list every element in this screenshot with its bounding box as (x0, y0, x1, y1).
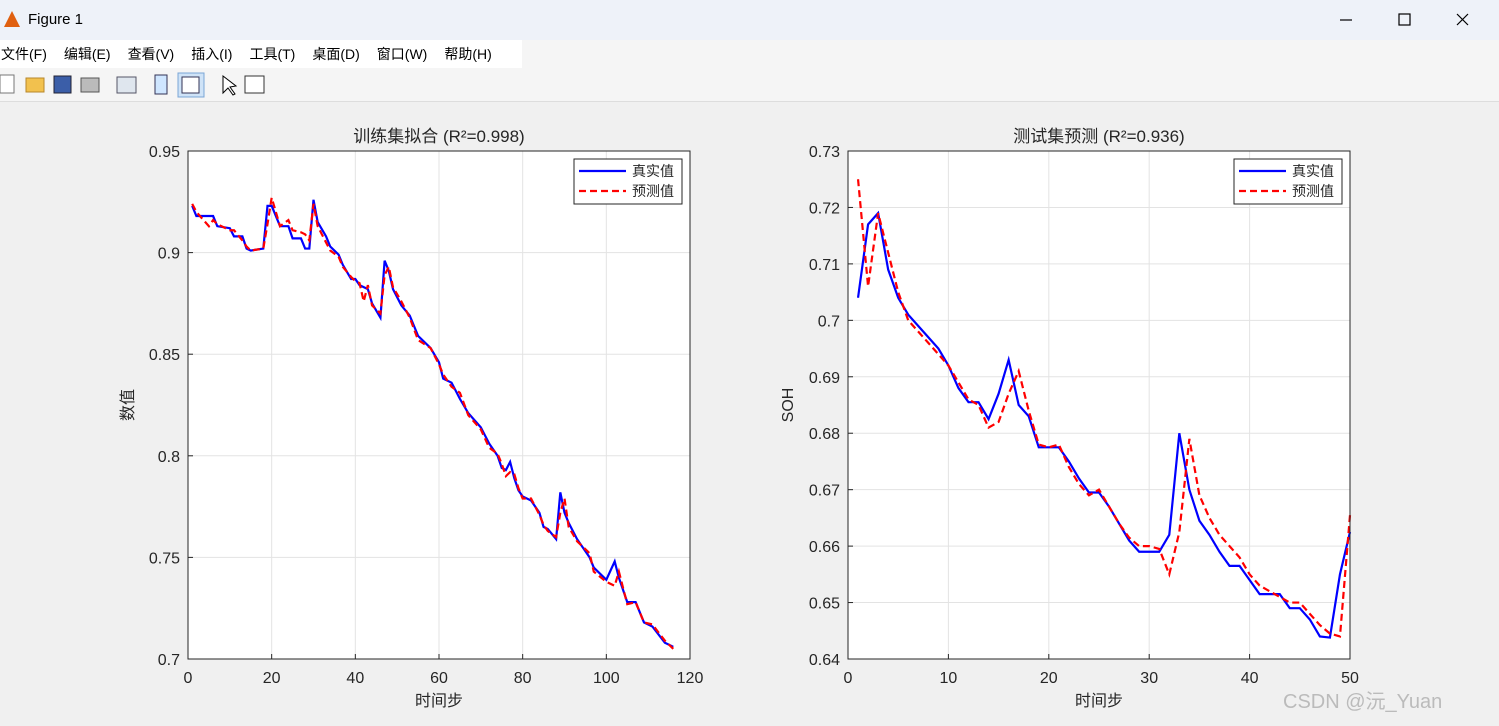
x-tick-label: 30 (1140, 670, 1158, 687)
legend-icon[interactable] (181, 76, 200, 94)
menu-item[interactable]: 插入(I) (191, 46, 233, 62)
property-icon[interactable] (244, 75, 265, 94)
y-tick-label: 0.75 (149, 550, 180, 567)
x-tick-label: 20 (1040, 670, 1058, 687)
legend-label: 真实值 (1292, 163, 1334, 179)
menu-bar: 文件(F) 编辑(E) 查看(V) 插入(I) 工具(T) 桌面(D) 窗口(W) 帮助(H) (0, 40, 1499, 69)
toolbar-icons (0, 72, 265, 98)
x-tick-label: 60 (430, 670, 448, 687)
y-tick-label: 0.67 (809, 483, 840, 500)
y-tick-label: 0.69 (809, 370, 840, 387)
x-tick-label: 100 (593, 670, 620, 687)
legend-box (573, 158, 683, 205)
y-tick-label: 0.95 (149, 144, 180, 161)
x-axis-label: 时间步 (1075, 692, 1123, 710)
y-tick-label: 0.7 (158, 652, 180, 669)
y-tick-label: 0.8 (158, 449, 180, 466)
menu-item[interactable]: 窗口(W) (376, 46, 428, 62)
legend-label: 真实值 (632, 163, 674, 179)
new-icon[interactable] (0, 74, 15, 94)
close-button[interactable] (1456, 13, 1469, 26)
legend-label: 预测值 (632, 183, 674, 199)
pointer-icon[interactable] (222, 74, 238, 96)
x-tick-label: 120 (677, 670, 704, 687)
open-icon[interactable] (25, 77, 45, 93)
link-icon[interactable] (116, 76, 137, 94)
chart-title: 训练集拟合 (R²=0.998) (353, 127, 524, 146)
y-tick-label: 0.72 (809, 200, 840, 217)
x-axis-label: 时间步 (415, 692, 463, 710)
axes-box (847, 150, 1351, 660)
y-tick-label: 0.65 (809, 596, 840, 613)
window-title: Figure 1 (28, 11, 84, 28)
y-tick-label: 0.85 (149, 347, 180, 364)
y-tick-label: 0.71 (809, 257, 840, 274)
menu-item[interactable]: 桌面(D) (312, 46, 360, 62)
watermark: CSDN @沅_Yuan (1283, 690, 1442, 713)
x-tick-label: 20 (263, 670, 281, 687)
chart-title: 测试集预测 (R²=0.936) (1013, 127, 1184, 146)
x-tick-label: 0 (184, 670, 193, 687)
x-tick-label: 40 (1241, 670, 1259, 687)
toolbar (0, 68, 1499, 102)
x-tick-label: 50 (1341, 670, 1359, 687)
x-tick-label: 10 (940, 670, 958, 687)
print-icon[interactable] (80, 77, 100, 93)
app-icon (4, 11, 20, 27)
menu-item[interactable]: 文件(F) (1, 46, 47, 62)
menu-item[interactable]: 帮助(H) (444, 46, 492, 62)
menu-item[interactable]: 编辑(E) (63, 46, 111, 62)
y-tick-label: 0.66 (809, 539, 840, 556)
y-tick-label: 0.68 (809, 426, 840, 443)
title-bar-graphics (4, 11, 1469, 27)
legend-box (1233, 158, 1343, 205)
legend-label: 预测值 (1292, 183, 1334, 199)
x-tick-label: 40 (346, 670, 364, 687)
plot-area (848, 151, 1350, 659)
menu-items: 文件(F) 编辑(E) 查看(V) 插入(I) 工具(T) 桌面(D) 窗口(W) 帮助(H) (0, 40, 522, 68)
y-tick-label: 0.7 (818, 313, 840, 330)
title-bar: Figure 1 (0, 0, 1499, 40)
axes-box (187, 150, 691, 660)
series-line (856, 179, 1352, 638)
maximize-button[interactable] (1398, 13, 1411, 26)
x-tick-label: 80 (514, 670, 532, 687)
y-tick-label: 0.73 (809, 144, 840, 161)
colorbar-icon[interactable] (154, 74, 168, 95)
menu-item[interactable]: 工具(T) (249, 46, 296, 62)
x-tick-label: 0 (844, 670, 853, 687)
y-axis-label: SOH (780, 388, 797, 423)
y-tick-label: 0.64 (809, 652, 840, 669)
series-line (191, 197, 675, 650)
y-axis-label: 数值 (119, 389, 137, 421)
y-tick-label: 0.9 (158, 246, 180, 263)
menu-item[interactable]: 查看(V) (127, 46, 175, 62)
save-icon[interactable] (53, 75, 72, 94)
